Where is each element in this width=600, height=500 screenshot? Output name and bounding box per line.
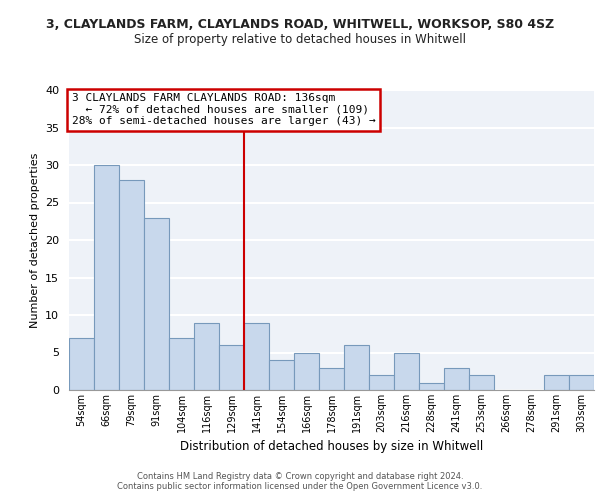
X-axis label: Distribution of detached houses by size in Whitwell: Distribution of detached houses by size … [180,440,483,454]
Text: 3 CLAYLANDS FARM CLAYLANDS ROAD: 136sqm
  ← 72% of detached houses are smaller (: 3 CLAYLANDS FARM CLAYLANDS ROAD: 136sqm … [71,93,376,126]
Bar [469,375,494,390]
Bar [394,352,419,390]
Text: Contains HM Land Registry data © Crown copyright and database right 2024.
Contai: Contains HM Land Registry data © Crown c… [118,472,482,491]
Y-axis label: Number of detached properties: Number of detached properties [29,152,40,328]
Bar [119,180,144,390]
Bar [294,352,319,390]
Bar [444,368,469,390]
Bar [569,375,594,390]
Bar [144,218,169,390]
Bar [94,165,119,390]
Bar [344,345,369,390]
Bar [219,345,244,390]
Bar [319,368,344,390]
Bar [369,375,394,390]
Bar [269,360,294,390]
Bar [244,322,269,390]
Bar [544,375,569,390]
Bar [194,322,219,390]
Text: 3, CLAYLANDS FARM, CLAYLANDS ROAD, WHITWELL, WORKSOP, S80 4SZ: 3, CLAYLANDS FARM, CLAYLANDS ROAD, WHITW… [46,18,554,30]
Text: Size of property relative to detached houses in Whitwell: Size of property relative to detached ho… [134,32,466,46]
Bar [69,338,94,390]
Bar [419,382,444,390]
Bar [169,338,194,390]
